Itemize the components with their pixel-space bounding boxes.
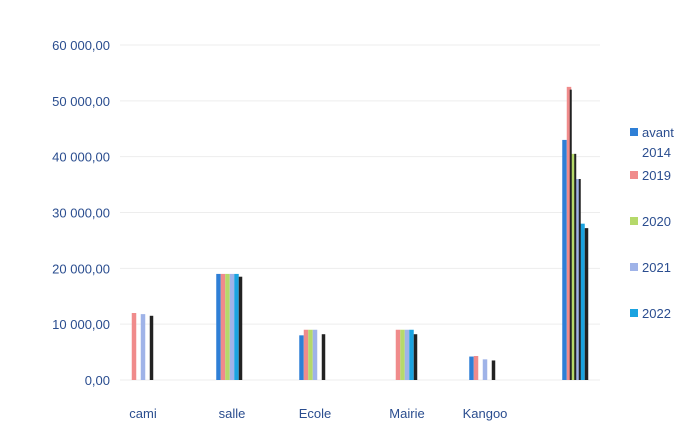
bar-2020-Ecole [308, 329, 313, 380]
legend-swatch [630, 309, 638, 317]
bar-2019-salle [220, 273, 226, 380]
bar-shadow-edge [578, 179, 581, 380]
bar-avant-2014-salle [216, 273, 221, 380]
bar-shadow-edge [569, 89, 572, 381]
bar-avant-2014-group6 [562, 139, 567, 380]
legend-label: 2019 [642, 168, 671, 183]
bar-2021-salle [229, 273, 235, 380]
x-category-label: Mairie [389, 406, 424, 421]
x-category-label: cami [129, 406, 157, 421]
bar-shadow-Ecole [321, 334, 326, 380]
bar-2021-Kangoo [482, 359, 488, 380]
bar-2020-group6 [571, 153, 576, 380]
bar-2021-Ecole [312, 329, 318, 380]
bar-2022-group6 [580, 223, 585, 380]
legend-swatch [630, 263, 638, 271]
y-tick-label: 50 000,00 [52, 94, 110, 109]
bar-shadow-group6 [584, 228, 589, 380]
bar-2019-group6 [566, 86, 572, 380]
legend-label: 2022 [642, 306, 671, 321]
x-category-label: salle [219, 406, 246, 421]
x-category-label: Ecole [299, 406, 332, 421]
bar-2021-group6 [575, 179, 581, 380]
bar-2022-Mairie [409, 329, 414, 380]
bar-avant-2014-Kangoo [469, 356, 474, 380]
bar-shadow-cami [149, 315, 154, 380]
legend-swatch [630, 171, 638, 179]
bar-2019-cami [131, 313, 137, 380]
bar-shadow-Kangoo [491, 360, 496, 380]
y-tick-label: 0,00 [85, 373, 110, 388]
legend-label: 2020 [642, 214, 671, 229]
bar-2019-Kangoo [473, 355, 479, 380]
bar-2020-Mairie [400, 329, 405, 380]
bar-avant-2014-Ecole [299, 335, 304, 380]
bar-shadow-Mairie [413, 334, 418, 380]
bar-shadow-salle [238, 276, 243, 380]
bar-2020-salle [225, 273, 230, 380]
legend-swatch [630, 217, 638, 225]
bar-2019-Mairie [395, 329, 401, 380]
y-tick-label: 20 000,00 [52, 261, 110, 276]
bar-2021-cami [140, 314, 146, 380]
bar-2022-salle [234, 273, 239, 380]
x-category-label: Kangoo [463, 406, 508, 421]
legend-swatch [630, 128, 638, 136]
y-tick-label: 10 000,00 [52, 317, 110, 332]
legend-label: avant 2014 [642, 125, 674, 160]
y-tick-label: 40 000,00 [52, 150, 110, 165]
y-tick-label: 60 000,00 [52, 38, 110, 53]
legend-label: 2021 [642, 260, 671, 275]
bar-2021-Mairie [404, 329, 410, 380]
y-tick-label: 30 000,00 [52, 206, 110, 221]
bar-2019-Ecole [303, 329, 309, 380]
bar-shadow-edge [574, 153, 577, 380]
